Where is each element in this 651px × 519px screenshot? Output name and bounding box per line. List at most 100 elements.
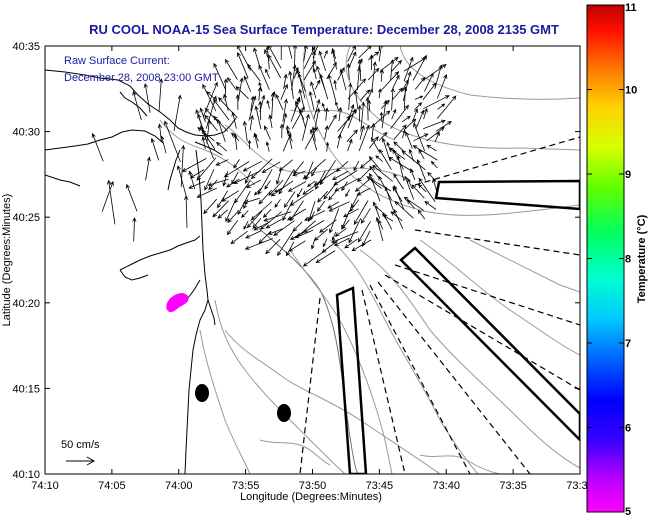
current-vector <box>422 64 447 81</box>
current-vector <box>393 208 404 230</box>
current-vector <box>249 114 254 131</box>
colorbar-tick-label: 11 <box>625 2 637 14</box>
current-vector <box>327 114 337 130</box>
current-vector <box>282 112 288 129</box>
current-vector <box>275 93 284 111</box>
current-vector <box>265 141 270 152</box>
current-vector <box>328 201 350 212</box>
sst-patch <box>166 293 189 313</box>
current-vector <box>357 221 371 243</box>
current-vector <box>222 171 229 187</box>
current-vector <box>315 170 326 190</box>
current-vector <box>226 77 237 91</box>
current-vector <box>289 189 314 206</box>
current-vector <box>436 74 448 99</box>
current-vector <box>292 170 306 177</box>
current-vector <box>384 186 394 210</box>
current-vector <box>226 220 239 236</box>
current-vector <box>213 115 228 132</box>
current-vector <box>132 90 142 121</box>
current-vector <box>351 239 372 252</box>
current-vector <box>412 54 427 81</box>
current-vector <box>393 124 407 140</box>
x-tick-label: 73:40 <box>432 480 460 492</box>
current-vector <box>243 199 249 210</box>
current-vector <box>158 78 164 112</box>
current-vector <box>369 54 374 71</box>
current-vector <box>418 149 425 160</box>
current-vector <box>126 183 138 212</box>
current-vector <box>423 95 450 110</box>
current-vector <box>327 74 337 102</box>
current-vector <box>253 132 259 149</box>
scale-label: 50 cm/s <box>61 439 100 451</box>
current-vector <box>285 125 293 150</box>
current-vector <box>288 240 306 252</box>
current-vector <box>404 175 415 200</box>
y-axis-label: Latitude (Degrees:Minutes) <box>1 194 13 327</box>
annotation-line-1: Raw Surface Current: <box>64 55 170 67</box>
current-vector <box>414 76 426 90</box>
current-vector <box>333 237 350 246</box>
current-vector <box>348 51 357 69</box>
current-vector <box>264 125 271 140</box>
current-vector <box>236 46 252 71</box>
current-vector <box>353 200 369 225</box>
current-vector <box>247 63 261 82</box>
current-vector <box>258 189 272 205</box>
current-vector <box>199 107 206 123</box>
current-vector <box>366 176 382 189</box>
current-vector <box>331 231 359 243</box>
current-vector <box>279 123 284 139</box>
current-vector <box>244 238 273 250</box>
current-vector <box>216 141 228 152</box>
current-vector <box>424 72 434 92</box>
current-vector <box>230 230 248 245</box>
current-vector <box>290 97 301 122</box>
current-vector <box>335 160 349 172</box>
current-vector <box>298 108 307 129</box>
current-vector <box>270 180 294 197</box>
current-vector <box>334 228 347 237</box>
current-vector <box>268 179 284 196</box>
current-vector <box>369 165 380 180</box>
current-vector <box>347 78 367 100</box>
current-vector <box>312 67 317 80</box>
colorbar-tick-label: 10 <box>625 85 637 97</box>
current-vector <box>205 95 217 129</box>
current-vector <box>358 46 372 59</box>
current-vector <box>294 229 314 239</box>
current-vector <box>245 230 262 239</box>
annotation-line-2: December 28, 2008 23:00 GMT <box>64 72 219 84</box>
x-tick-label: 74:00 <box>165 480 193 492</box>
current-vector <box>298 88 305 110</box>
current-vector <box>310 81 317 99</box>
current-vector <box>217 118 226 142</box>
current-vector <box>380 71 400 92</box>
current-vector <box>280 83 288 100</box>
current-vector <box>265 68 271 79</box>
current-vector <box>204 168 215 191</box>
current-vector <box>319 219 337 233</box>
current-vector <box>417 209 426 220</box>
current-vector <box>212 200 229 218</box>
current-vector <box>354 177 371 192</box>
current-vector <box>410 168 416 180</box>
current-vector <box>217 190 228 209</box>
current-vector <box>157 123 162 142</box>
current-vector <box>188 170 196 190</box>
current-vector <box>348 218 362 244</box>
current-vector <box>388 156 414 173</box>
current-vector <box>378 131 388 141</box>
current-vector <box>358 124 370 152</box>
current-vector <box>337 133 342 149</box>
current-vector <box>258 81 263 92</box>
current-vector <box>365 96 370 121</box>
current-vector <box>379 148 392 170</box>
current-vector <box>204 107 218 122</box>
current-vector <box>258 100 263 121</box>
current-vector <box>302 178 326 195</box>
current-vector <box>231 111 237 129</box>
current-vector <box>242 120 248 142</box>
